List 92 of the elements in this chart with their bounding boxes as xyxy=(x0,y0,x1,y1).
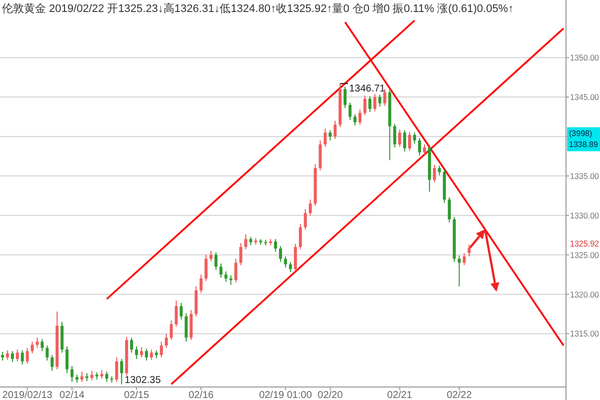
candlestick xyxy=(239,242,242,266)
candlestick xyxy=(140,346,143,358)
candlestick xyxy=(204,254,208,282)
candlestick xyxy=(234,258,238,283)
candlestick xyxy=(408,131,412,152)
candlestick xyxy=(298,224,302,250)
candlestick xyxy=(324,128,327,148)
candlestick xyxy=(462,252,466,266)
candlestick xyxy=(368,96,372,113)
candlestick xyxy=(135,346,138,360)
candlestick xyxy=(130,337,134,354)
y-tick-label: 1335.00 xyxy=(570,170,600,181)
candlestick xyxy=(26,347,29,364)
candlestick xyxy=(279,246,282,262)
candlestick xyxy=(50,354,54,372)
candlestick xyxy=(36,337,39,348)
candlestick xyxy=(10,350,14,363)
candlestick xyxy=(210,250,212,262)
x-tick-label: 02/20 xyxy=(318,390,344,400)
candlestick xyxy=(344,86,347,109)
candlestick xyxy=(288,261,292,273)
candlestick xyxy=(219,263,222,278)
candlestick xyxy=(194,286,198,317)
x-tick-label: 02/19 01:00 xyxy=(259,390,312,400)
annotation: 1302.35 xyxy=(124,375,162,386)
candlestick xyxy=(160,341,163,358)
candlestick xyxy=(378,94,382,108)
x-tick-label: 02/14 xyxy=(59,390,85,400)
candlestick xyxy=(383,88,386,106)
candlestick xyxy=(393,123,396,148)
candlestick xyxy=(120,358,124,385)
y-tick-label: 1315.00 xyxy=(570,328,600,339)
candlestick xyxy=(66,346,69,374)
candlestick xyxy=(294,243,297,272)
candlestick xyxy=(328,130,332,141)
x-tick-label: 02/22 xyxy=(446,390,472,400)
x-tick-label: 02/21 xyxy=(387,390,413,400)
candlestick xyxy=(244,234,248,250)
candlestick xyxy=(229,274,232,286)
candlestick xyxy=(363,94,366,116)
candlestick xyxy=(115,356,118,382)
text: (3998) 1338.89 xyxy=(569,129,598,150)
x-tick-label: 2019/02/13 xyxy=(2,390,53,400)
y-tick-label: 1350.00 xyxy=(570,52,600,63)
candlestick xyxy=(180,302,183,320)
candlestick xyxy=(70,366,74,382)
candlestick xyxy=(423,144,426,156)
candlestick xyxy=(284,256,287,268)
candlestick xyxy=(304,208,307,230)
candlestick xyxy=(418,138,422,156)
candlestick xyxy=(214,252,218,270)
candlestick xyxy=(16,349,19,362)
candlestick xyxy=(468,244,471,257)
candlestick xyxy=(448,196,451,223)
candlestick xyxy=(358,109,362,126)
candlestick xyxy=(150,349,153,360)
candlestick xyxy=(164,333,168,348)
y-tick-label: 1330.00 xyxy=(570,210,600,220)
y-tick-label: 1345.00 xyxy=(570,92,600,102)
x-tick-label: 02/15 xyxy=(124,390,150,400)
candlestick xyxy=(170,320,173,341)
candlestick xyxy=(432,164,436,183)
candlestick xyxy=(354,114,356,126)
candlestick xyxy=(224,270,228,282)
candlestick xyxy=(6,350,9,360)
candlestick xyxy=(318,140,322,171)
candlestick xyxy=(348,102,352,120)
candlestick xyxy=(373,93,376,112)
candlestick xyxy=(438,165,441,176)
candlestick xyxy=(403,130,406,152)
annotation: 1346.71 xyxy=(349,84,386,95)
x-tick-label: 02/16 xyxy=(188,390,214,400)
candlestick xyxy=(184,312,188,342)
candlestick xyxy=(274,238,278,252)
candlestick xyxy=(80,371,84,382)
candlestick xyxy=(190,310,193,341)
chart-title: 伦敦黄金 2019/02/22 开1325.23↓高1326.31↓低1324.80↑收1325.92↑量0 仓0 增0 振0.11% 涨(0.61)0.05%↑ xyxy=(2,2,514,15)
candlestick xyxy=(90,370,94,381)
candlestick xyxy=(334,120,337,140)
candlestick xyxy=(200,274,203,294)
candlestick xyxy=(308,199,312,216)
candlestick xyxy=(46,345,49,362)
y-tick-label: 1325.00 xyxy=(570,250,600,260)
y-tick-label: 1320.00 xyxy=(570,289,600,300)
text: 1325.92 xyxy=(570,238,600,249)
candlestick xyxy=(20,350,24,365)
candlestick xyxy=(60,321,64,354)
candlestick xyxy=(398,128,402,148)
candlestick xyxy=(30,341,34,354)
candlestick xyxy=(40,338,44,352)
candlestick xyxy=(144,348,148,362)
candlestick xyxy=(413,132,416,144)
